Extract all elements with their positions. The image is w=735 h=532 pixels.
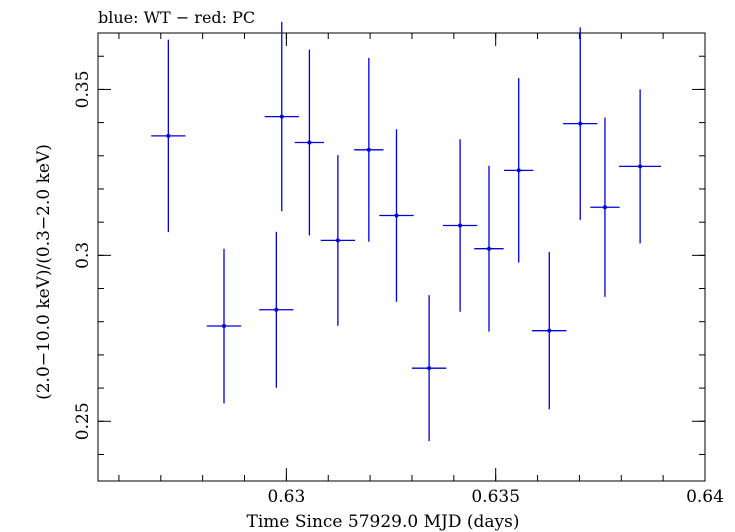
- data-point: [206, 248, 242, 404]
- data-marker: [602, 205, 607, 210]
- x-axis-label: Time Since 57929.0 MJD (days): [247, 512, 520, 532]
- data-series-wt: [151, 22, 662, 442]
- data-point: [320, 155, 356, 326]
- data-marker: [274, 307, 279, 312]
- data-point: [259, 231, 294, 388]
- data-marker: [279, 114, 284, 119]
- data-point: [354, 57, 384, 242]
- axis-ticks: [98, 33, 706, 481]
- data-marker: [458, 223, 463, 228]
- data-point: [474, 165, 504, 332]
- data-marker: [166, 133, 171, 138]
- data-point: [151, 39, 186, 233]
- y-tick-label: 0.25: [73, 402, 93, 440]
- data-marker: [638, 164, 643, 169]
- data-marker: [307, 140, 312, 145]
- x-tick-label: 0.635: [471, 487, 520, 507]
- data-marker: [578, 121, 583, 126]
- data-point: [532, 252, 567, 410]
- data-point: [504, 78, 534, 263]
- data-point: [379, 129, 414, 302]
- data-marker: [394, 213, 399, 218]
- y-axis-label: (2.0−10.0 keV)/(0.3−2.0 keV): [34, 144, 54, 400]
- axis-tick-labels: 0.63 0.635 0.64 0.25 0.3 0.35: [73, 70, 724, 507]
- x-tick-label: 0.64: [686, 487, 724, 507]
- data-marker: [486, 246, 491, 251]
- data-marker: [222, 324, 227, 329]
- data-point: [442, 139, 478, 312]
- data-point: [619, 89, 662, 244]
- data-marker: [516, 168, 521, 173]
- data-marker: [366, 147, 371, 152]
- data-point: [590, 117, 620, 297]
- data-marker: [547, 328, 552, 333]
- data-marker: [335, 238, 340, 243]
- data-point: [563, 27, 598, 220]
- data-point: [264, 22, 299, 212]
- y-tick-label: 0.35: [73, 70, 93, 108]
- data-point: [294, 49, 325, 236]
- plot-frame: [97, 32, 706, 482]
- y-tick-label: 0.3: [73, 242, 93, 269]
- data-point: [411, 295, 447, 442]
- data-marker: [427, 366, 432, 371]
- chart-title: blue: WT − red: PC: [98, 8, 255, 27]
- x-tick-label: 0.63: [267, 487, 305, 507]
